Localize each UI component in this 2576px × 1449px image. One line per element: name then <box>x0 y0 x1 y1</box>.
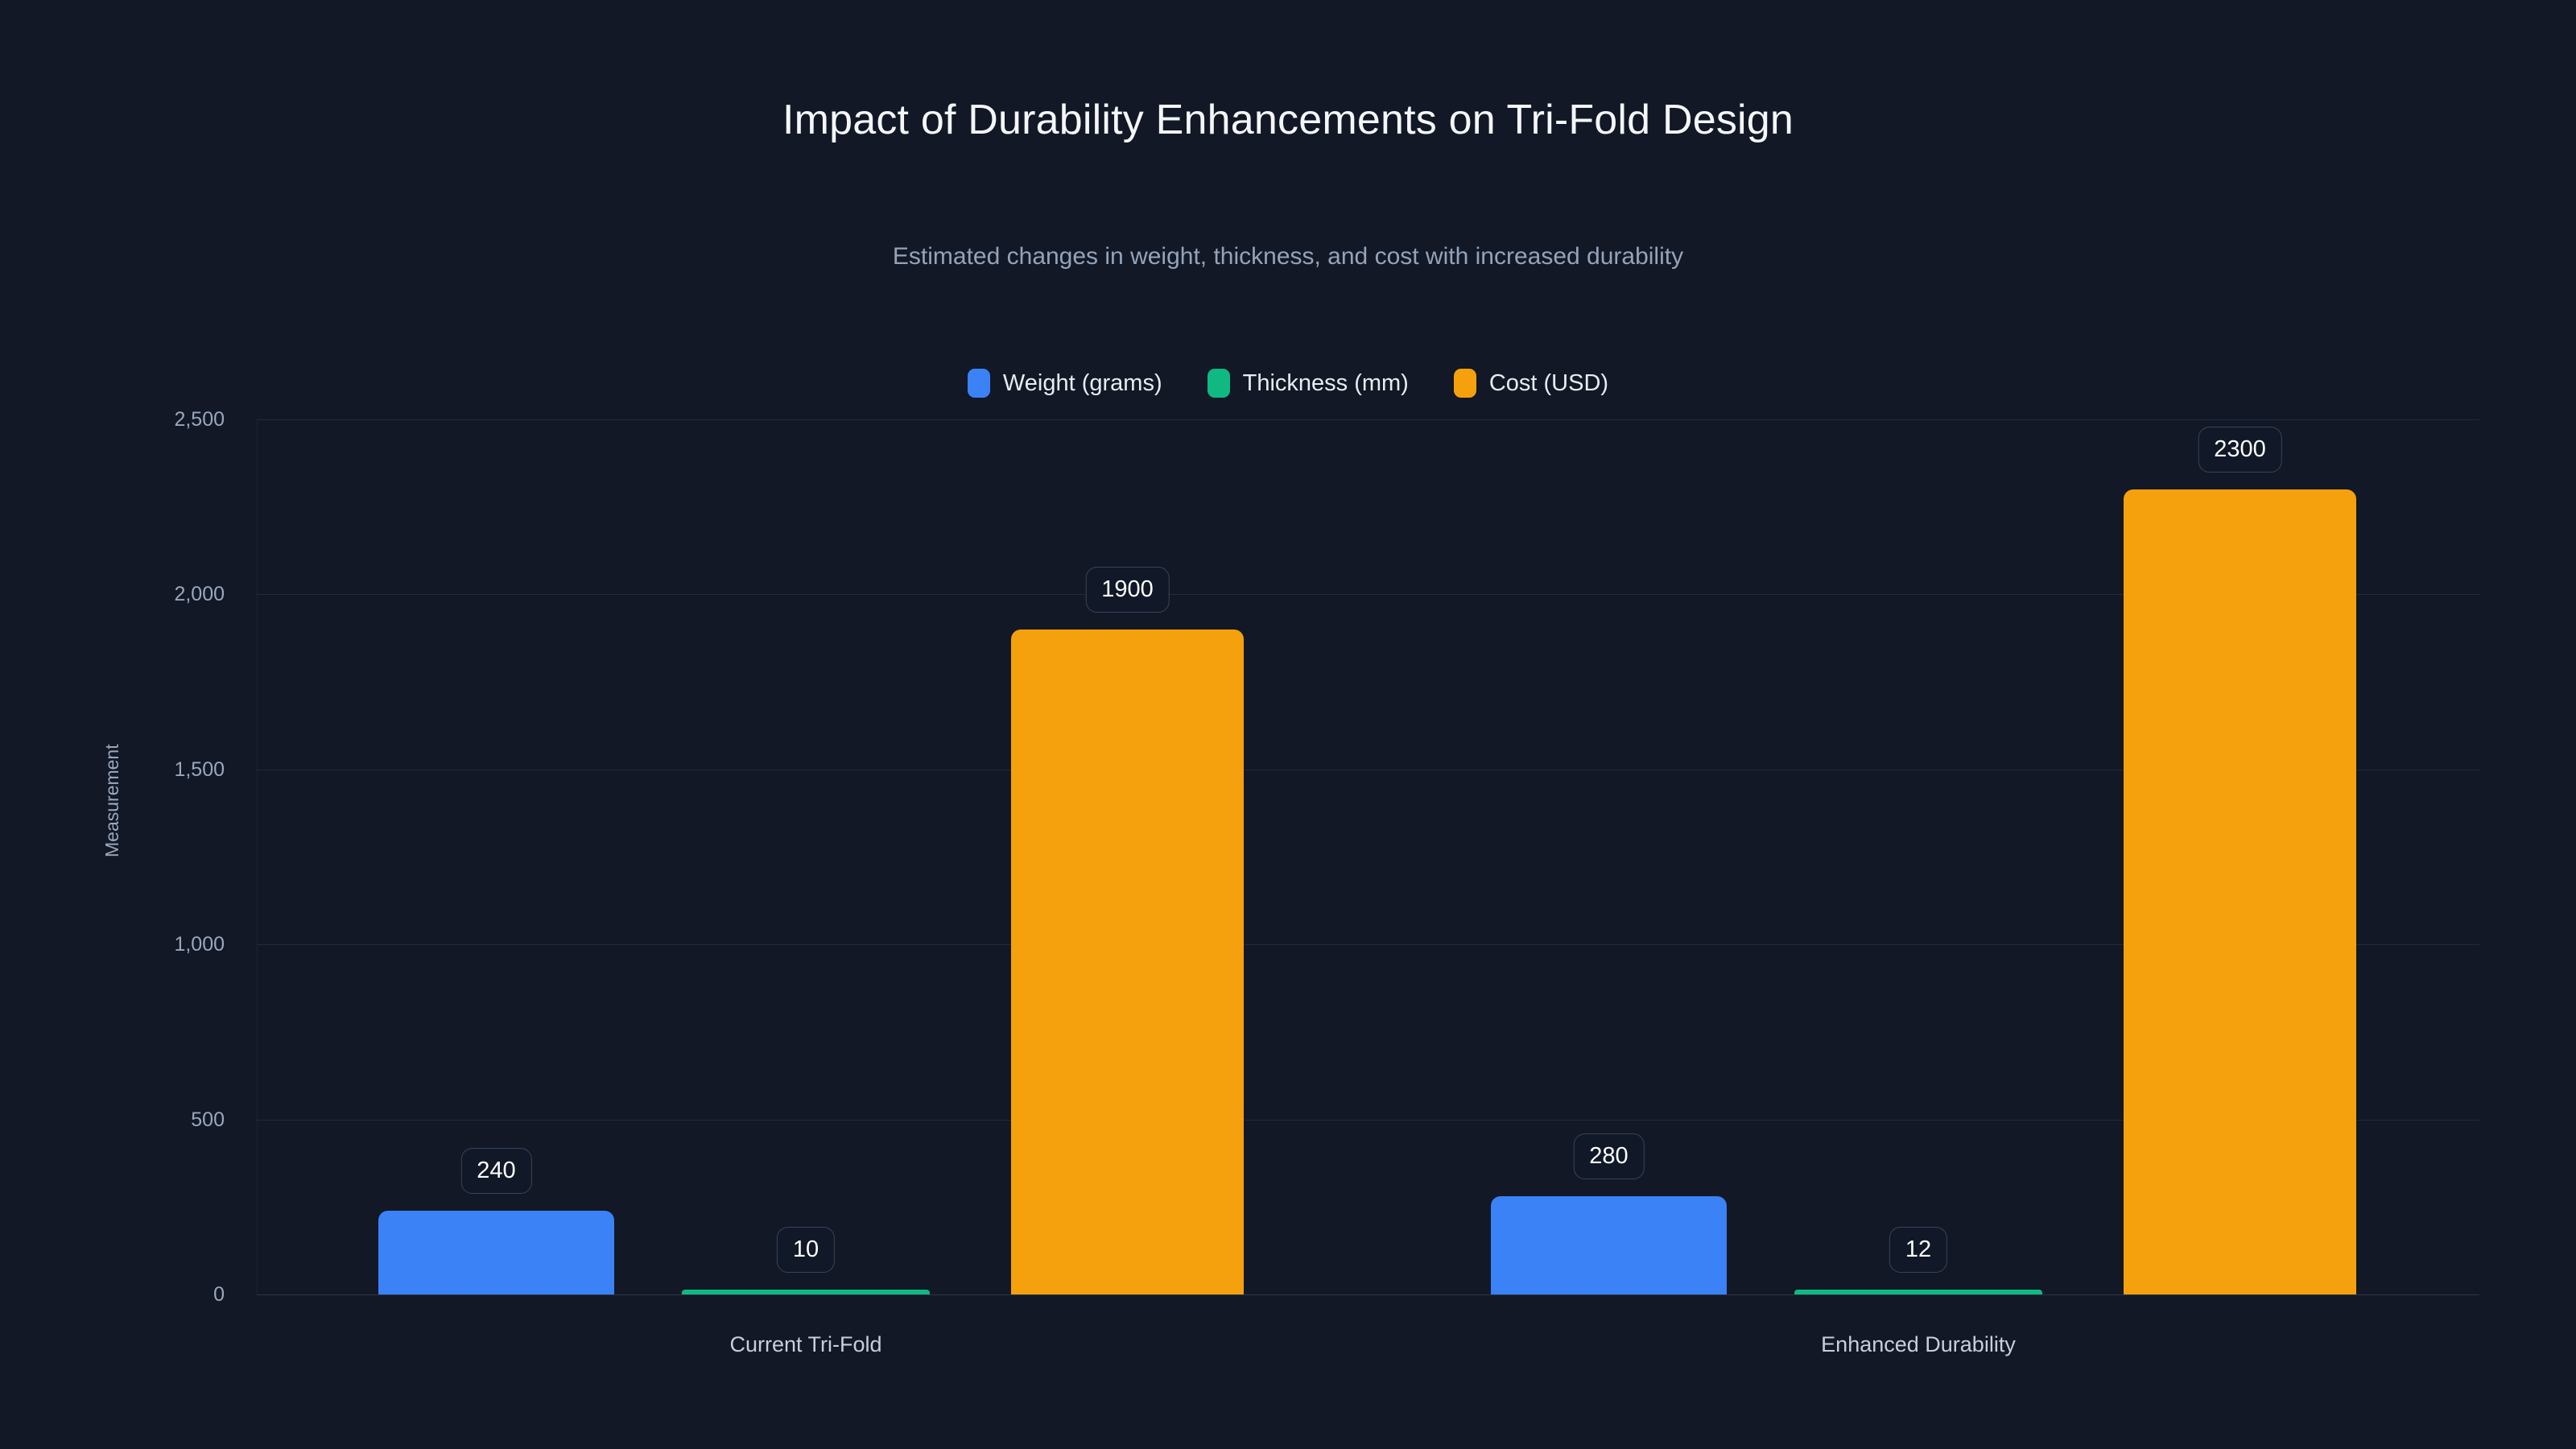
legend-item-thickness[interactable]: Thickness (mm) <box>1207 369 1409 398</box>
bar-cost-group-1[interactable] <box>2124 489 2356 1294</box>
gridline-500 <box>257 1119 2479 1121</box>
value-label-weight-group-1: 280 <box>1573 1133 1645 1180</box>
bar-thickness-group-1[interactable] <box>1794 1290 2042 1294</box>
plot-area: 240 10 1900 280 12 2300 <box>257 419 2479 1295</box>
legend-label-cost: Cost (USD) <box>1488 370 1609 396</box>
value-label-cost-group-0: 1900 <box>1085 566 1170 613</box>
legend-label-thickness: Thickness (mm) <box>1242 370 1409 396</box>
legend-label-weight: Weight (grams) <box>1002 370 1162 396</box>
gridline-2000 <box>257 594 2479 596</box>
y-axis-line <box>257 419 258 1294</box>
y-tick-label-1000: 1,000 <box>174 933 225 956</box>
legend-swatch-weight-icon <box>967 369 990 398</box>
gridline-2500 <box>257 419 2479 420</box>
x-category-label-1: Enhanced Durability <box>1821 1332 2016 1356</box>
gridline-0 <box>257 1294 2479 1295</box>
bar-cost-group-0[interactable] <box>1011 629 1244 1294</box>
value-label-weight-group-0: 240 <box>460 1147 532 1194</box>
value-label-cost-group-1: 2300 <box>2198 426 2282 473</box>
chart-subtitle: Estimated changes in weight, thickness, … <box>892 243 1684 270</box>
value-label-thickness-group-1: 12 <box>1889 1227 1948 1273</box>
y-tick-label-2500: 2,500 <box>174 408 225 431</box>
chart-title: Impact of Durability Enhancements on Tri… <box>782 97 1794 143</box>
x-category-label-0: Current Tri-Fold <box>729 1332 882 1356</box>
value-label-thickness-group-0: 10 <box>776 1227 836 1273</box>
y-tick-label-500: 500 <box>191 1108 225 1131</box>
legend-item-weight[interactable]: Weight (grams) <box>967 369 1162 398</box>
gridline-1000 <box>257 944 2479 946</box>
chart-legend: Weight (grams) Thickness (mm) Cost (USD) <box>0 369 2576 398</box>
y-tick-label-1500: 1,500 <box>174 758 225 781</box>
bar-thickness-group-0[interactable] <box>682 1290 930 1294</box>
y-tick-label-0: 0 <box>213 1283 225 1306</box>
bar-weight-group-0[interactable] <box>378 1210 614 1294</box>
y-tick-label-2000: 2,000 <box>174 583 225 606</box>
legend-swatch-thickness-icon <box>1207 369 1230 398</box>
bar-weight-group-1[interactable] <box>1491 1196 1727 1294</box>
legend-item-cost[interactable]: Cost (USD) <box>1453 369 1609 398</box>
legend-swatch-cost-icon <box>1453 369 1476 398</box>
